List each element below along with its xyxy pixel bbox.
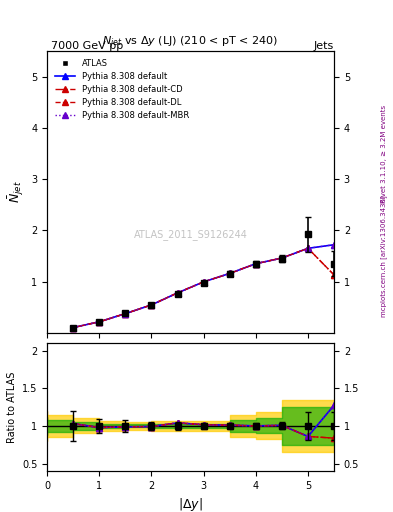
Text: Rivet 3.1.10, ≥ 3.2M events: Rivet 3.1.10, ≥ 3.2M events (381, 104, 387, 203)
X-axis label: $|\Delta y|$: $|\Delta y|$ (178, 496, 203, 512)
Y-axis label: Ratio to ATLAS: Ratio to ATLAS (7, 371, 17, 443)
Title: $N_{jet}$ vs $\Delta y$ (LJ) (210 < pT < 240): $N_{jet}$ vs $\Delta y$ (LJ) (210 < pT <… (103, 35, 279, 51)
Text: ATLAS_2011_S9126244: ATLAS_2011_S9126244 (134, 229, 248, 240)
Y-axis label: $\bar{N}_{jet}$: $\bar{N}_{jet}$ (6, 181, 26, 203)
Text: Jets: Jets (314, 41, 334, 51)
Text: 7000 GeV pp: 7000 GeV pp (51, 41, 123, 51)
Legend: ATLAS, Pythia 8.308 default, Pythia 8.308 default-CD, Pythia 8.308 default-DL, P: ATLAS, Pythia 8.308 default, Pythia 8.30… (51, 55, 193, 124)
Text: mcplots.cern.ch [arXiv:1306.3436]: mcplots.cern.ch [arXiv:1306.3436] (380, 195, 387, 317)
